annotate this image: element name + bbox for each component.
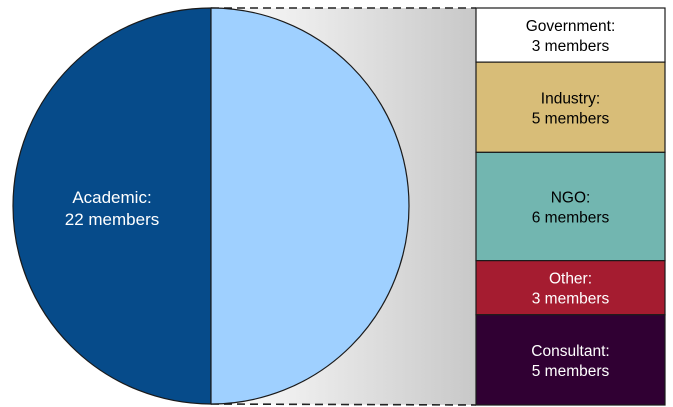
stack-segment-2 [476,152,665,260]
pie-slice-value: 22 members [65,210,159,229]
stack-segment-label: NGO: [551,190,591,207]
stack-segment-value: 6 members [532,210,610,227]
stack-segment-label: Consultant: [531,343,609,360]
stack-segment-value: 3 members [532,291,610,308]
stack-segment-value: 5 members [532,363,610,380]
pie-group: Academic: 22 members [13,8,409,404]
connector-line-bottom [211,404,476,405]
stack-segment-label: Government: [526,18,616,35]
stack-segment-value: 3 members [532,38,610,55]
pie-slice-label: Academic: [72,188,151,207]
stack-segment-label: Industry: [541,90,600,107]
stack-segment-label: Other: [549,271,592,288]
stack-bar-group: Government: 3 members Industry: 5 members NG… [476,8,665,405]
stack-segment-value: 5 members [532,110,610,127]
stack-segment-1 [476,62,665,152]
